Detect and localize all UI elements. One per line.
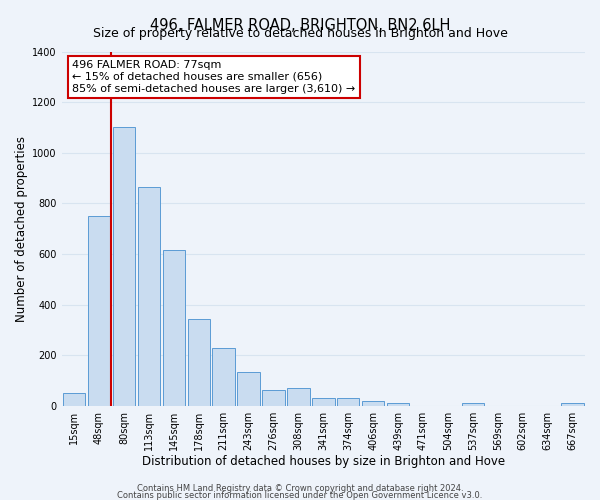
Text: Contains public sector information licensed under the Open Government Licence v3: Contains public sector information licen…: [118, 490, 482, 500]
Bar: [137, 187, 160, 406]
Bar: [238, 372, 260, 406]
Bar: [262, 390, 284, 406]
Bar: [312, 398, 335, 406]
Text: Size of property relative to detached houses in Brighton and Hove: Size of property relative to detached ho…: [92, 28, 508, 40]
Bar: [387, 402, 409, 406]
Text: 496, FALMER ROAD, BRIGHTON, BN2 6LH: 496, FALMER ROAD, BRIGHTON, BN2 6LH: [150, 18, 450, 32]
Bar: [562, 403, 584, 406]
Bar: [63, 394, 85, 406]
Bar: [337, 398, 359, 406]
Bar: [88, 216, 110, 406]
Bar: [163, 250, 185, 406]
Bar: [461, 403, 484, 406]
X-axis label: Distribution of detached houses by size in Brighton and Hove: Distribution of detached houses by size …: [142, 454, 505, 468]
Bar: [287, 388, 310, 406]
Y-axis label: Number of detached properties: Number of detached properties: [15, 136, 28, 322]
Text: Contains HM Land Registry data © Crown copyright and database right 2024.: Contains HM Land Registry data © Crown c…: [137, 484, 463, 493]
Bar: [362, 401, 385, 406]
Bar: [188, 318, 210, 406]
Text: 496 FALMER ROAD: 77sqm
← 15% of detached houses are smaller (656)
85% of semi-de: 496 FALMER ROAD: 77sqm ← 15% of detached…: [72, 60, 355, 94]
Bar: [113, 128, 135, 406]
Bar: [212, 348, 235, 406]
